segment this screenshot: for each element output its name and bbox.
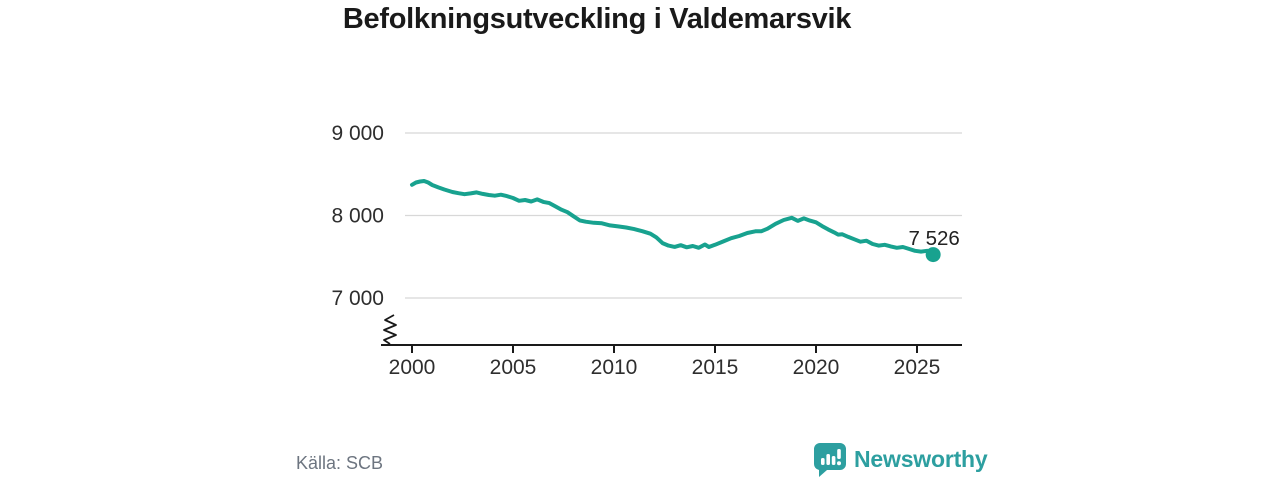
y-axis-tick-label: 7 000 xyxy=(331,287,384,310)
endpoint-marker xyxy=(925,247,941,263)
bar-chart-speech-bubble-icon xyxy=(813,443,846,477)
y-axis-tick-label: 8 000 xyxy=(331,205,384,228)
y-axis-break-icon xyxy=(383,314,397,345)
x-axis-tick-label: 2005 xyxy=(490,356,537,379)
y-axis-tick-label: 9 000 xyxy=(331,122,384,145)
newsworthy-logo: Newsworthy xyxy=(813,442,988,477)
population-line xyxy=(410,179,936,257)
source-note: Källa: SCB xyxy=(296,453,384,473)
x-axis-tick-label: 2010 xyxy=(591,356,638,379)
x-axis-tick-label: 2025 xyxy=(894,356,941,379)
x-axis-tick-label: 2020 xyxy=(793,356,840,379)
newsworthy-wordmark: Newsworthy xyxy=(854,446,988,472)
x-axis-tick-label: 2015 xyxy=(692,356,739,379)
x-axis-tick-label: 2000 xyxy=(389,356,436,379)
chart-title: Befolkningsutveckling i Valdemarsvik xyxy=(342,3,852,35)
endpoint-value-label: 7 526 xyxy=(909,227,960,250)
